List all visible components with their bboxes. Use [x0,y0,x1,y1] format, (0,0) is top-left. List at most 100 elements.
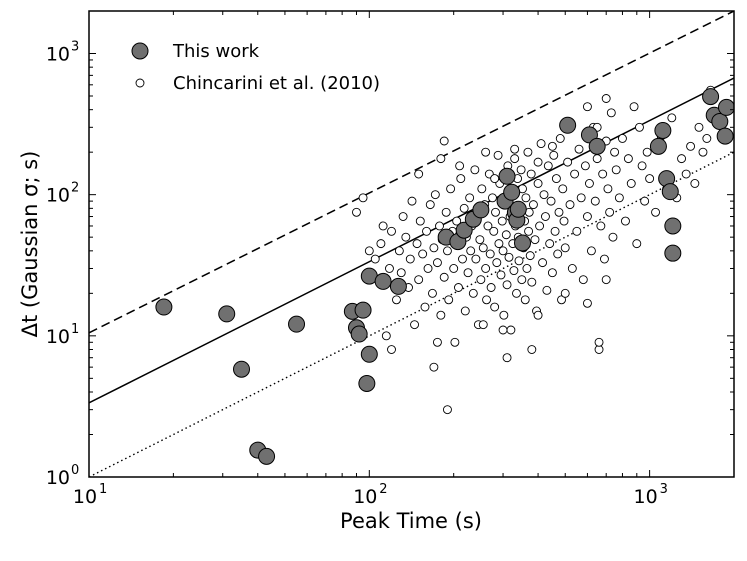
chincarini-point [698,147,708,157]
chincarini-point [592,154,602,164]
chincarini-point [621,216,630,226]
chincarini-point [405,254,415,264]
this-work-point [288,315,306,333]
chincarini-point [465,193,475,203]
this-work-point [218,305,236,323]
legend-label-this-work: This work [172,41,260,62]
this-work-point [661,183,679,201]
this-work-point [354,301,372,319]
chincarini-point [478,320,488,330]
chincarini-point [499,310,509,320]
x-tick-exponent: 2 [379,482,387,497]
chincarini-point [456,174,466,184]
this-work-point [509,200,527,218]
chincarini-point [429,362,439,372]
chincarini-point [492,258,502,268]
chincarini-point [510,154,520,164]
y-tick-exponent: 2 [71,181,79,196]
chincarini-point [574,144,584,154]
this-work-point [588,137,606,155]
chincarini-point [543,161,553,171]
chincarini-point [458,254,467,264]
chincarini-point [547,141,557,151]
fit-line-dashed [89,11,734,334]
chincarini-point [637,161,647,171]
y-tick-label: 10 [46,326,70,348]
chincarini-point [494,239,504,249]
chincarini-point [547,268,557,278]
chincarini-point [491,207,500,217]
chincarini-point [510,144,520,154]
chincarini-point [387,345,396,354]
this-work-point [155,298,173,316]
chincarini-point [452,216,462,226]
this-work-point [716,127,734,145]
chincarini-point [522,264,532,273]
chincarini-point [603,184,613,194]
legend-marker-chincarini [135,78,145,88]
chincarini-point [538,258,548,268]
chincarini-point [444,295,454,305]
chincarini-point [598,169,608,179]
chincarini-point [520,295,530,305]
chincarini-point [392,295,401,305]
chincarini-point [582,212,592,221]
chincarini-point [420,302,430,312]
chincarini-point [410,320,419,330]
this-work-point [649,137,667,155]
y-tick-exponent: 0 [71,463,79,478]
chincarini-point [527,277,537,287]
fit-line-solid [89,77,734,404]
chincarini-point [432,258,442,268]
chincarini-point [454,283,463,292]
legend: This work Chincarini et al. (2010) [131,41,380,94]
chincarini-point [436,310,446,320]
chincarini-point [558,184,568,194]
chincarini-point [578,275,588,285]
chincarini-point [582,102,592,112]
chincarini-point [436,154,446,164]
chincarini-point [601,275,611,285]
chincarini-point [542,285,552,295]
chincarini-point [560,288,570,298]
x-tick-label: 10 [634,486,658,508]
chincarini-point [686,141,696,151]
chincarini-point [582,298,592,308]
chincarini-point [512,288,521,298]
chincarini-point [677,154,687,164]
chincarini-point [546,196,556,206]
chincarini-point [702,134,712,143]
this-work-point [654,121,672,139]
y-tick-label: 10 [46,43,70,65]
chincarini-point [608,232,618,242]
plot-frame [88,10,735,478]
chincarini-point [394,246,404,256]
chincarini-point [415,216,425,226]
chincarini-point [584,179,594,188]
chincarini-point [442,405,452,415]
chincarini-point [694,122,704,132]
chincarini-point [425,200,435,210]
chincarini-point [490,302,500,312]
chincarini-point [605,207,615,217]
plot-background [89,11,734,477]
y-tick-label: 10 [46,185,70,207]
this-work-point [702,88,720,106]
chincarini-point [398,212,408,221]
chincarini-point [667,113,677,123]
chincarini-point [549,150,559,160]
chincarini-point [378,221,388,231]
chincarini-point [509,266,519,276]
chincarini-point [376,239,386,249]
chincarini-point [450,337,460,347]
chincarini-point [536,139,546,149]
chincarini-point [525,251,535,261]
chincarini-point [514,256,524,266]
chincarini-point [475,235,485,245]
chincarini-point [539,190,549,200]
chincarini-point [396,268,406,278]
x-tick-label: 10 [353,486,377,508]
chincarini-point [428,288,437,298]
x-tick-exponent: 1 [99,482,107,497]
